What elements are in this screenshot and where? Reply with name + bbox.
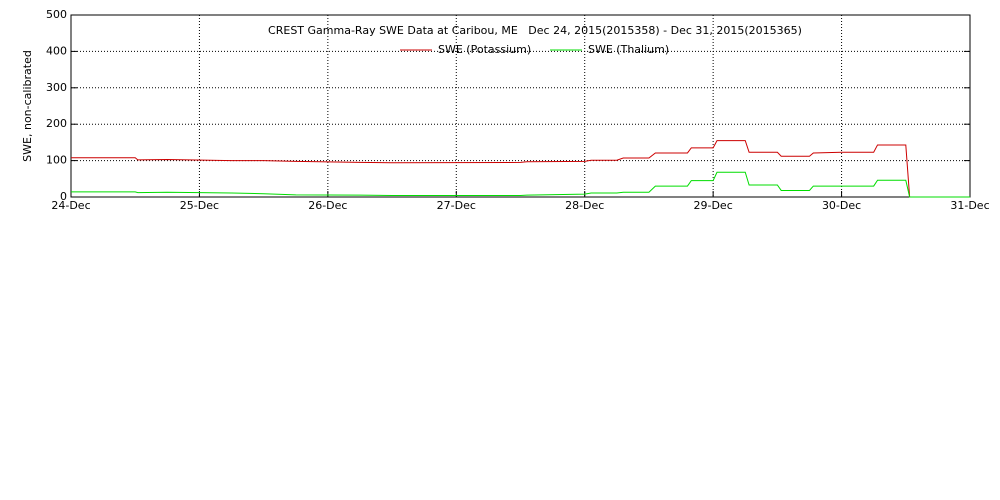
y-axis-label: SWE, non-calibrated [21,50,34,162]
x-tick-label: 31-Dec [950,199,989,212]
data-line [71,140,970,198]
y-tick-label: 100 [46,154,67,167]
x-tick-label: 28-Dec [565,199,604,212]
x-tick-label: 24-Dec [51,199,90,212]
y-tick-label: 400 [46,44,67,57]
legend-label: SWE (Thalium) [588,43,669,56]
chart-title: CREST Gamma-Ray SWE Data at Caribou, ME … [268,24,802,37]
x-tick-label: 30-Dec [822,199,861,212]
y-tick-label: 500 [46,8,67,21]
x-tick-label: 27-Dec [437,199,476,212]
x-tick-label: 25-Dec [180,199,219,212]
y-tick-label: 200 [46,117,67,130]
legend-label: SWE (Potassium) [438,43,531,56]
x-tick-label: 26-Dec [308,199,347,212]
y-tick-label: 300 [46,81,67,94]
y-tick-label: 0 [60,190,67,203]
data-line [71,171,970,198]
plot-frame [70,14,971,198]
x-tick-label: 29-Dec [694,199,733,212]
